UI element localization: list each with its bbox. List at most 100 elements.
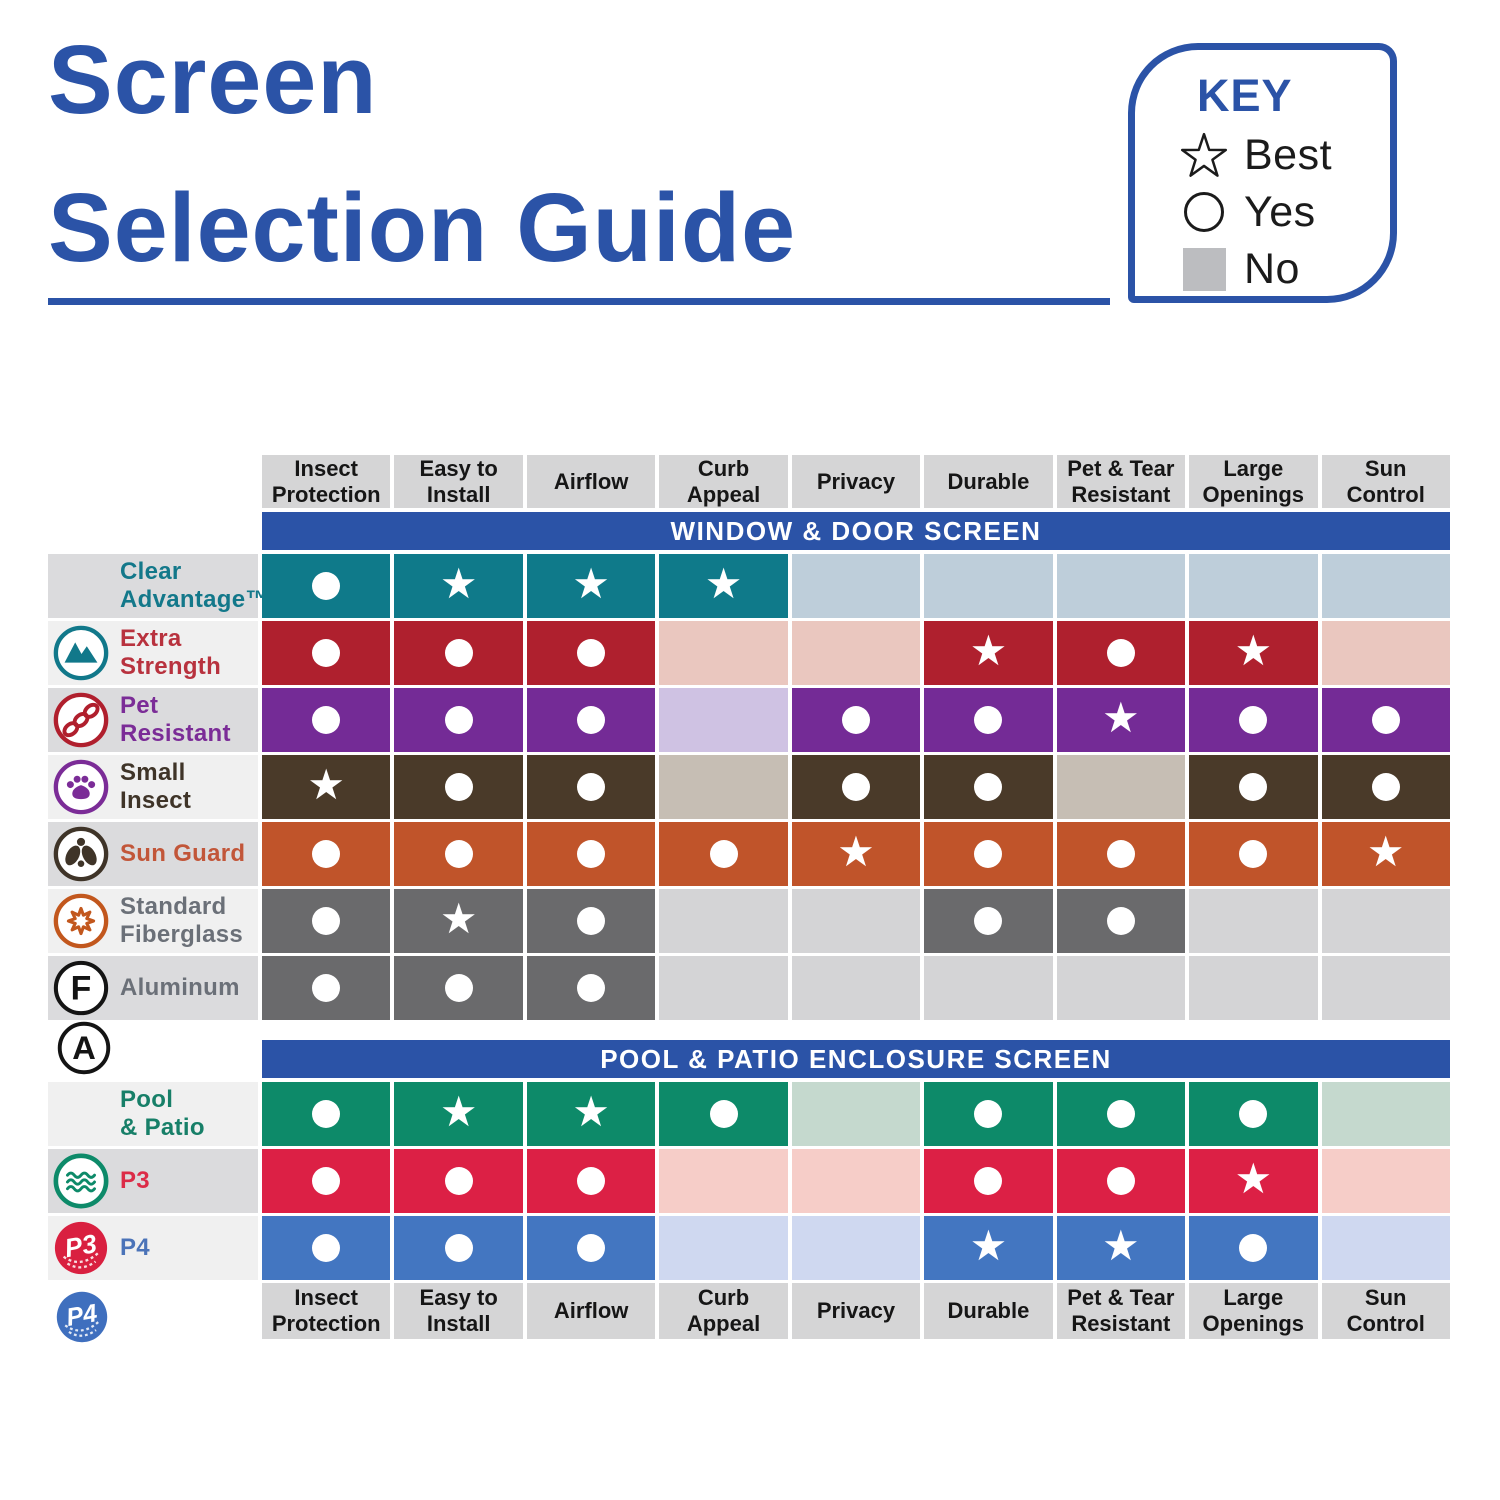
column-header: Sun Control: [1321, 1283, 1450, 1339]
best-star-icon: ★: [969, 625, 1008, 675]
cell-yes: [262, 822, 391, 886]
cell-no: [1056, 554, 1186, 618]
cell-no: [659, 889, 788, 953]
yes-circle-icon: [1106, 639, 1135, 667]
fly-icon: [52, 825, 110, 883]
cell-yes: [1189, 1216, 1318, 1280]
row-label: Extra Strength: [120, 624, 222, 680]
cell-yes: [1056, 1082, 1186, 1146]
yes-circle-icon: [312, 1167, 341, 1195]
cell-no: [1321, 554, 1450, 618]
yes-circle-icon: [709, 1100, 738, 1128]
cell-yes: [526, 1149, 656, 1213]
cell-yes: [526, 956, 656, 1020]
column-header-row-bottom: Insect Protection Easy to Install Airflow C…: [48, 1283, 1450, 1339]
page-title: Screen Selection Guide: [48, 6, 796, 302]
mountains-icon: [52, 624, 110, 682]
yes-circle-icon: [444, 773, 473, 801]
column-header: Easy to Install: [394, 1283, 523, 1339]
yes-circle-icon: [1239, 773, 1268, 801]
yes-circle-icon: [312, 1234, 341, 1262]
yes-circle-icon: [841, 706, 870, 734]
yes-circle-icon: [974, 840, 1003, 868]
row-label: P4: [120, 1233, 150, 1261]
cell-best: ★: [526, 554, 656, 618]
cell-no: [791, 1149, 921, 1213]
cell-yes: [262, 621, 391, 685]
yes-circle-icon: [444, 639, 473, 667]
key-heading: KEY: [1197, 70, 1293, 121]
column-header: Insect Protection: [262, 1283, 391, 1339]
cell-yes: [1189, 688, 1318, 752]
yes-circle-icon: [312, 840, 341, 868]
row-label: Standard Fiberglass: [120, 892, 244, 948]
cell-best: ★: [394, 554, 523, 618]
cell-no: [659, 621, 788, 685]
yes-circle-icon: [577, 1167, 606, 1195]
yes-circle-icon: [577, 1234, 606, 1262]
yes-circle-icon: [1106, 907, 1135, 935]
best-star-icon: ★: [439, 893, 478, 943]
yes-circle-icon: [312, 974, 341, 1002]
best-star-icon: ★: [439, 1086, 478, 1136]
column-header: Large Openings: [1189, 1283, 1318, 1339]
row-label: P3: [120, 1166, 150, 1194]
yes-circle-icon: [1239, 1100, 1268, 1128]
cell-yes: [924, 889, 1053, 953]
yes-circle-icon: [974, 1100, 1003, 1128]
best-star-icon: ★: [1102, 1220, 1140, 1270]
best-star-icon: ★: [1234, 1153, 1273, 1203]
yes-circle-icon: [312, 639, 341, 667]
yes-circle-icon: [577, 639, 606, 667]
cell-no: [1189, 554, 1318, 618]
row-label: Aluminum: [120, 973, 240, 1001]
cell-no: [1321, 621, 1450, 685]
cell-yes: [526, 688, 656, 752]
best-star-icon: ★: [439, 558, 478, 608]
cell-no: [659, 688, 788, 752]
water-waves-icon: [52, 1152, 110, 1210]
cell-yes: [262, 1149, 391, 1213]
yes-circle-icon: [974, 706, 1003, 734]
letter-a-icon: A: [56, 1020, 112, 1076]
section-header-window-door: WINDOW & DOOR SCREEN: [262, 512, 1450, 550]
cell-yes: [1056, 621, 1186, 685]
starburst-icon: [52, 892, 110, 950]
yes-circle-icon: [577, 974, 606, 1002]
yes-circle-icon: [312, 907, 341, 935]
row-label: Pet Resistant: [120, 691, 231, 747]
yes-circle-icon: [312, 1100, 341, 1128]
column-header: Insect Protection: [262, 455, 391, 508]
gray-square-icon: [1179, 244, 1229, 294]
row-p3: P3 ★: [48, 1149, 1450, 1213]
section-bar-pool-patio: POOL & PATIO ENCLOSURE SCREEN: [48, 1040, 1450, 1078]
cell-best: ★: [1056, 688, 1186, 752]
p3-ball-icon: P3: [52, 1219, 110, 1277]
cell-best: ★: [1189, 1149, 1318, 1213]
column-header: Curb Appeal: [659, 1283, 788, 1339]
cell-best: ★: [924, 621, 1053, 685]
cell-best: ★: [394, 889, 523, 953]
column-header: Durable: [924, 1283, 1053, 1339]
yes-circle-icon: [974, 907, 1003, 935]
cell-yes: [394, 822, 523, 886]
cell-yes: [791, 755, 921, 819]
yes-circle-icon: [974, 1167, 1003, 1195]
cell-yes: [394, 1149, 523, 1213]
svg-text:P3: P3: [62, 1228, 99, 1263]
cell-yes: [262, 554, 391, 618]
cell-yes: [394, 621, 523, 685]
svg-text:F: F: [71, 970, 92, 1008]
cell-no: [924, 956, 1053, 1020]
yes-circle-icon: [577, 773, 606, 801]
cell-no: [1321, 1216, 1450, 1280]
cell-yes: [262, 1216, 391, 1280]
cell-no: [659, 956, 788, 1020]
column-header: Airflow: [526, 455, 656, 508]
cell-no: [791, 1216, 921, 1280]
yes-circle-icon: [312, 572, 341, 600]
yes-circle-icon: [974, 773, 1003, 801]
cell-best: ★: [526, 1082, 656, 1146]
cell-no: [1321, 1082, 1450, 1146]
row-p4: P3 P4 ★ ★: [48, 1216, 1450, 1280]
